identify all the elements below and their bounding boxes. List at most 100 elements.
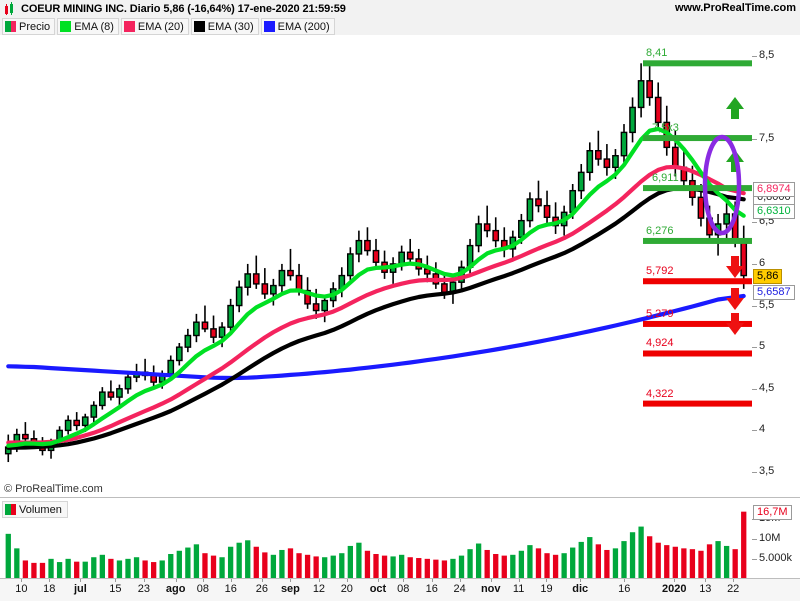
volume-tick-label: 10M — [759, 531, 781, 544]
legend-item-volumen[interactable]: Volumen — [2, 501, 68, 518]
volume-axis[interactable]: 15M10M5.000k 16,7M — [752, 497, 800, 579]
date-tick-label: nov — [480, 583, 501, 595]
date-tick-label: 16 — [618, 583, 631, 595]
date-tick-mark — [290, 579, 292, 582]
up-arrow-1 — [726, 97, 744, 119]
price-tick-mark — [752, 222, 757, 224]
volume-max-flag: 16,7M — [753, 504, 792, 520]
volume-swatch — [5, 504, 16, 515]
volume-tick-label: 5.000k — [759, 551, 793, 564]
date-tick-mark — [115, 579, 117, 582]
date-tick-label: 15 — [109, 583, 122, 595]
support-5-279-label: 5,279 — [646, 307, 674, 320]
price-swatch — [5, 21, 16, 32]
down-arrow-1 — [726, 256, 744, 278]
date-tick-mark — [624, 579, 626, 582]
volume-chart-plot[interactable]: Volumen — [0, 497, 753, 579]
price-tick-mark — [752, 55, 757, 57]
volume-tick-mark — [752, 558, 757, 560]
date-tick-mark — [80, 579, 82, 582]
support-4-924-label: 4,924 — [646, 337, 674, 350]
date-tick-label: 22 — [727, 583, 740, 595]
legend-label: EMA (30) — [207, 20, 254, 33]
support-4-322-label: 4,322 — [646, 387, 674, 400]
date-tick-mark — [546, 579, 548, 582]
date-tick-label: ago — [165, 583, 186, 595]
date-tick-mark — [490, 579, 492, 582]
date-tick-mark — [346, 579, 348, 582]
date-tick-mark — [431, 579, 433, 582]
date-tick-label: 11 — [512, 583, 525, 595]
legend-item-ema20[interactable]: EMA (20) — [120, 18, 189, 35]
date-tick-label: 18 — [43, 583, 56, 595]
date-tick-label: 10 — [15, 583, 28, 595]
price-tick-label: 3,5 — [759, 465, 775, 478]
ema200-swatch — [263, 21, 275, 32]
series-legend: Precio EMA (8) EMA (20) EMA (30) EMA (20… — [0, 18, 800, 36]
legend-item-ema30[interactable]: EMA (30) — [190, 18, 259, 35]
date-tick-label: 16 — [425, 583, 438, 595]
date-tick-mark — [377, 579, 379, 582]
price-tick-label: 4 — [759, 423, 766, 436]
resistance-8-41-label: 8,41 — [646, 47, 668, 60]
date-tick-mark — [518, 579, 520, 582]
price-tick-label: 6 — [759, 256, 766, 269]
copyright-label: © ProRealTime.com — [4, 483, 103, 495]
date-tick-mark — [733, 579, 735, 582]
support-5-792-label: 5,792 — [646, 265, 674, 278]
date-tick-label: 08 — [397, 583, 410, 595]
price-tick-label: 5,5 — [759, 298, 775, 311]
date-tick-label: oct — [369, 583, 387, 595]
date-tick-label: jul — [73, 583, 87, 595]
resistance-6-276-label: 6,276 — [646, 224, 674, 237]
ema8-value: 6,6310 — [753, 204, 795, 220]
date-tick-mark — [143, 579, 145, 582]
price-series-layer — [4, 63, 748, 463]
last-price: 5,86 — [753, 268, 783, 284]
date-tick-mark — [261, 579, 263, 582]
legend-label: EMA (8) — [74, 20, 114, 33]
date-tick-mark — [318, 579, 320, 582]
date-tick-mark — [674, 579, 676, 582]
legend-label: EMA (200) — [277, 20, 330, 33]
date-axis[interactable]: 10 18 jul 15 23 ago 08 16 26 sep 12 20 oct 08 16 24 nov 1… — [0, 578, 800, 601]
price-tick-mark — [752, 347, 757, 349]
title-bar: COEUR MINING INC. Diario 5,86 (-16,64%) … — [0, 0, 800, 19]
date-tick-mark — [459, 579, 461, 582]
date-tick-mark — [21, 579, 23, 582]
price-tick-mark — [752, 139, 757, 141]
candlestick-icon — [3, 2, 17, 16]
price-chart-plot[interactable]: 8,41 7,5x3 6,911 6,276 5,792 5,279 4,924 4,322 … — [0, 35, 753, 497]
date-tick-label: 19 — [540, 583, 553, 595]
date-tick-label: 16 — [224, 583, 237, 595]
date-tick-mark — [202, 579, 204, 582]
ema30-swatch — [193, 21, 205, 32]
volume-tick-mark — [752, 538, 757, 540]
price-tick-label: 4,5 — [759, 381, 775, 394]
date-tick-mark — [705, 579, 707, 582]
price-tick-mark — [752, 430, 757, 432]
legend-item-ema200[interactable]: EMA (200) — [260, 18, 335, 35]
date-tick-label: dic — [572, 583, 589, 595]
price-tick-label: 5 — [759, 340, 766, 353]
legend-item-ema8[interactable]: EMA (8) — [57, 18, 119, 35]
date-tick-mark — [403, 579, 405, 582]
date-tick-label: 08 — [196, 583, 210, 595]
price-tick-label: 8,5 — [759, 48, 775, 61]
date-tick-label: 12 — [312, 583, 326, 595]
ema200-value: 5,6587 — [753, 285, 795, 301]
volume-bars-layer — [5, 511, 747, 579]
price-tick-mark — [752, 305, 757, 307]
annotation-layer — [643, 60, 752, 407]
legend-label: Volumen — [19, 503, 62, 516]
date-tick-label: 24 — [453, 583, 466, 595]
price-axis[interactable]: 8,5 7,5 6,5 6 5,5 5 4,5 4 3,5 6,8000 6,8974 6,6310… — [752, 35, 800, 497]
price-tick-label: 7,5 — [759, 132, 775, 145]
ema20-value: 6,8974 — [753, 182, 795, 198]
legend-item-precio[interactable]: Precio — [2, 18, 56, 35]
date-tick-label: 13 — [699, 583, 712, 595]
price-tick-mark — [752, 388, 757, 390]
resistance-7-5-label: 7,5x3 — [652, 122, 679, 135]
date-tick-label: 20 — [340, 583, 353, 595]
